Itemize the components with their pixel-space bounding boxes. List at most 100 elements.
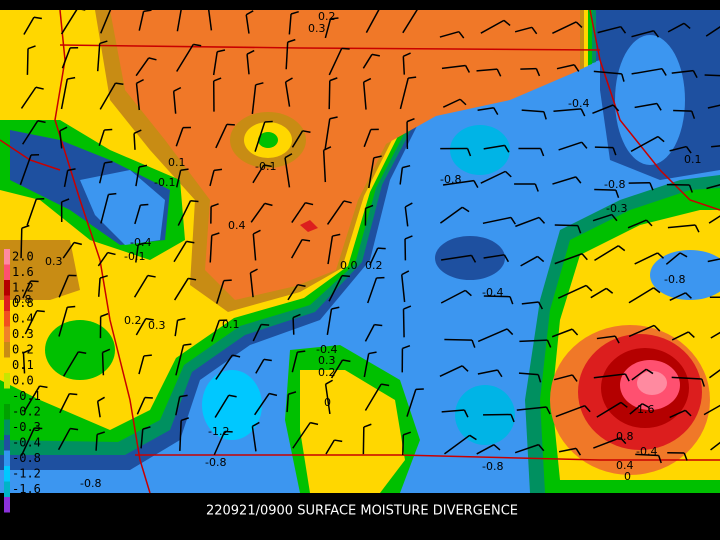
wind-barb (482, 216, 512, 225)
wind-barb (97, 252, 109, 267)
wind-barb (62, 242, 75, 259)
wind-barb-flag (571, 328, 579, 336)
wind-barb-flag (581, 253, 588, 261)
wind-barb (324, 18, 332, 39)
wind-barb (138, 11, 145, 31)
wind-barb-flag (496, 369, 503, 378)
legend-label: -1.6 (12, 482, 41, 496)
wind-barb (326, 200, 345, 225)
wind-barb (291, 130, 304, 148)
wind-barb-flag (404, 202, 413, 208)
wind-barb (406, 389, 417, 417)
wind-barb-flag (332, 233, 341, 237)
wind-barb (634, 102, 658, 109)
wind-barb-flag (611, 214, 618, 222)
wind-barb-flag (403, 431, 412, 436)
wind-barb (177, 200, 192, 226)
wind-barb-flag (645, 368, 654, 375)
legend-swatch (4, 388, 10, 404)
wind-barb-flag (252, 421, 260, 428)
wind-barb-flag (210, 203, 219, 208)
wind-barb (665, 252, 681, 265)
contour-label: -0.4 (482, 286, 503, 299)
wind-barb (439, 30, 460, 38)
wind-barb-flag (575, 21, 583, 28)
wind-barb-flag (469, 434, 477, 441)
wind-barb-flag (694, 224, 700, 233)
wind-barb-flag (213, 77, 222, 82)
wind-barb-flag (374, 323, 383, 327)
wind-barb (594, 146, 614, 149)
contour-label: 0.3 (148, 319, 166, 332)
wind-barb-flag (287, 38, 296, 43)
legend-swatch (4, 419, 10, 435)
contour-label: 0 (324, 396, 331, 409)
wind-barb (176, 7, 183, 32)
wind-barb (138, 355, 145, 375)
wind-barb-flag (402, 344, 411, 350)
wind-barb (246, 54, 250, 75)
wind-barb-flag (534, 183, 539, 192)
wind-barb-flag (108, 192, 117, 196)
legend-swatch (4, 404, 10, 420)
wind-barb-flag (302, 238, 311, 242)
wind-barb (362, 54, 373, 69)
wind-barb-flag (145, 317, 154, 321)
wind-barb (292, 422, 311, 449)
wind-barb (328, 275, 343, 302)
contour-label: 0.2 (318, 366, 336, 379)
wind-barb (215, 124, 228, 149)
wind-barb (101, 352, 105, 376)
contour-label: -0.8 (604, 178, 625, 191)
wind-barb (671, 69, 694, 74)
wind-barb (554, 224, 578, 227)
wind-barb (175, 127, 184, 147)
wind-barb (255, 358, 265, 374)
wind-barb (514, 26, 533, 33)
wind-barb-flag (102, 348, 111, 354)
wind-barb-flag (138, 164, 148, 168)
legend-label: 2.0 (12, 250, 34, 264)
wind-barb (100, 6, 113, 34)
contour-fills (0, 10, 720, 493)
wind-barb (328, 48, 343, 76)
wind-barb-flag (342, 359, 351, 363)
footer-title: 220921/0900 SURFACE MOISTURE DIVERGENCE (206, 504, 518, 519)
wind-barb-flag (181, 5, 190, 9)
wind-barb (671, 376, 702, 380)
wind-barb-flag (656, 103, 662, 111)
wind-barb (399, 77, 409, 110)
wind-barb (57, 428, 71, 451)
wind-barb-flag (179, 394, 188, 398)
contour-label: 0.1 (684, 153, 702, 166)
wind-barb-flag (290, 10, 299, 15)
wind-barb-flag (543, 111, 547, 120)
legend-label: 0.3 (12, 327, 34, 341)
wind-barb-flag (504, 144, 510, 153)
wind-barb-flag (617, 245, 626, 252)
wind-barb (477, 107, 494, 111)
wind-barb-flag (297, 283, 306, 287)
wind-barb-flag (245, 10, 254, 16)
wind-barb-flag (341, 47, 350, 50)
wind-barb-flag (188, 277, 197, 281)
wind-barb-flag (503, 19, 511, 27)
wind-barb (635, 453, 659, 457)
wind-barb-flag (679, 252, 688, 258)
wind-barb (363, 353, 370, 378)
wind-barb-flag (466, 148, 472, 157)
wind-barb (710, 331, 720, 339)
wind-barb-flag (100, 312, 109, 318)
wind-barb (214, 394, 230, 418)
contour-label: -0.8 (80, 477, 101, 490)
wind-barb (215, 354, 233, 380)
wind-barb (216, 280, 225, 304)
wind-barb-flag (180, 168, 189, 171)
wind-barb (20, 427, 35, 457)
wind-barb (483, 295, 511, 298)
wind-barb (62, 351, 79, 377)
wind-barb (520, 255, 538, 267)
wind-barb (669, 292, 686, 301)
legend-label: 0.8 (12, 296, 34, 310)
